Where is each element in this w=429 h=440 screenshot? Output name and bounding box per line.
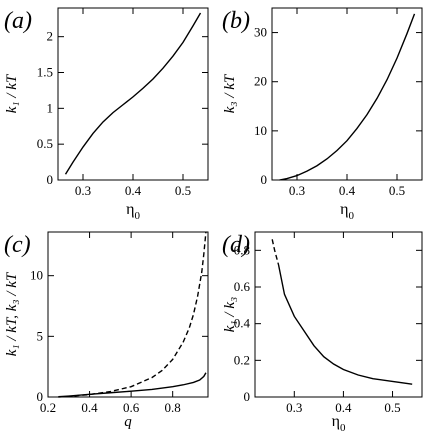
x-axis-label: η0 <box>332 413 346 434</box>
plot-frame <box>271 7 423 181</box>
y-tick-label: 2 <box>47 29 54 44</box>
plot-frame <box>57 7 209 181</box>
solid-series-line <box>58 372 207 398</box>
panel-label: (d) <box>222 232 250 258</box>
dashed-series-line <box>271 239 280 266</box>
x-tick-label: 0.5 <box>175 183 191 198</box>
x-axis-label: q <box>124 414 132 430</box>
dashed-series-line <box>58 231 207 398</box>
y-tick-label: 5 <box>37 328 44 343</box>
panel-label: (b) <box>222 8 250 34</box>
y-tick-label: 0.8 <box>234 242 250 257</box>
x-tick-label: 0.3 <box>286 400 302 415</box>
y-axis-label: k₃ / kT <box>222 73 238 113</box>
y-tick-label: 1 <box>47 100 54 115</box>
panel-c: 0.2 0.4 0.6 0.8 0 5 10 (c) q k₁ / kT, k₃ / kT <box>4 231 209 430</box>
x-tick-label: 0.6 <box>123 400 140 415</box>
y-tick-label: 0.4 <box>234 316 251 331</box>
panel-a: 0.3 0.4 0.5 0 0.5 1 1.5 2 (a) η0 k₁ / kT <box>4 7 209 222</box>
panel-label: (c) <box>4 232 31 258</box>
panel-b: 0.3 0.4 0.5 0 10 20 30 (b) η0 k₃ / kT <box>222 7 423 222</box>
y-tick-label: 0 <box>47 172 54 187</box>
x-tick-label: 0.4 <box>339 183 356 198</box>
panel-label: (a) <box>4 8 32 34</box>
x-axis-label: η0 <box>126 201 140 222</box>
x-tick-label: 0.2 <box>40 400 56 415</box>
y-axis-label: k₁ / kT, k₃ / kT <box>4 271 20 356</box>
x-axis-label: η0 <box>340 201 354 222</box>
y-tick-label: 0 <box>261 172 268 187</box>
solid-series-line <box>277 264 413 385</box>
solid-series-line <box>64 12 202 175</box>
x-tick-label: 0.4 <box>335 400 352 415</box>
y-tick-label: 0.2 <box>234 352 250 367</box>
x-tick-label: 0.8 <box>165 400 181 415</box>
x-tick-label: 0.3 <box>75 183 91 198</box>
x-tick-label: 0.3 <box>289 183 305 198</box>
y-tick-label: 0 <box>244 389 251 404</box>
x-tick-label: 0.4 <box>125 183 142 198</box>
y-tick-label: 20 <box>254 74 267 89</box>
y-axis-label: k₁ / k₃ <box>222 297 238 332</box>
x-tick-label: 0.5 <box>389 183 405 198</box>
solid-series-line <box>279 13 416 181</box>
y-tick-label: 10 <box>30 268 43 283</box>
x-axis-label-subscript: 0 <box>134 210 140 222</box>
y-tick-label: 0 <box>37 389 44 404</box>
y-tick-label: 0.6 <box>234 279 251 294</box>
y-tick-label: 30 <box>254 25 267 40</box>
plot-frame <box>254 231 423 398</box>
x-tick-label: 0.4 <box>81 400 98 415</box>
x-axis-label-subscript: 0 <box>348 210 354 222</box>
y-tick-label: 1.5 <box>37 65 53 80</box>
plot-frame <box>47 231 209 398</box>
x-axis-label-subscript: 0 <box>340 422 346 434</box>
panel-d: 0.3 0.4 0.5 0 0.2 0.4 0.6 0.8(d) η0 k₁ / k₃ <box>222 231 423 434</box>
y-tick-label: 10 <box>254 123 267 138</box>
y-axis-label: k₁ / kT <box>4 73 20 113</box>
x-tick-label: 0.5 <box>384 400 400 415</box>
y-tick-label: 0.5 <box>37 136 53 151</box>
